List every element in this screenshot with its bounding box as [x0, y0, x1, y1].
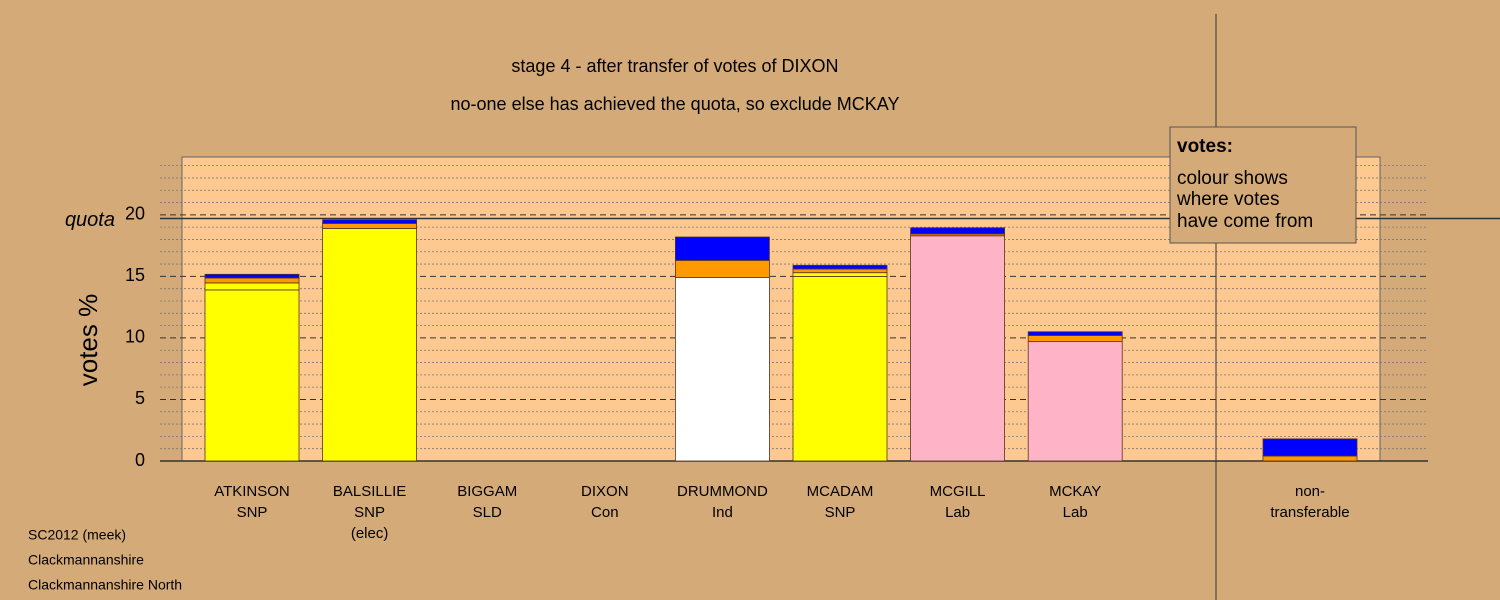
x-tick-label: SLD	[473, 504, 502, 521]
bar-segment	[204, 289, 300, 462]
y-tick-label: 0	[135, 450, 145, 470]
legend-text: have come from	[1177, 211, 1313, 232]
x-tick-label: ATKINSON	[214, 483, 290, 500]
footer-text: Clackmannanshire North	[28, 577, 182, 593]
bar-segment	[792, 264, 888, 270]
x-tick-label: Lab	[945, 504, 970, 521]
bar-segment	[204, 277, 300, 284]
bar-segment	[792, 275, 888, 462]
chart-title: stage 4 - after transfer of votes of DIX…	[511, 56, 838, 76]
bar-segment	[1027, 335, 1123, 343]
x-tick-label: (elec)	[351, 525, 389, 542]
x-tick-label: MCKAY	[1049, 483, 1101, 500]
x-tick-label: SNP	[237, 504, 268, 521]
bar-segment	[910, 235, 1005, 462]
x-tick-label: Lab	[1063, 504, 1088, 521]
bar-segment	[322, 227, 418, 462]
x-tick-label: SNP	[354, 504, 385, 521]
bar-segment	[792, 272, 888, 277]
legend-text: where votes	[1176, 189, 1279, 210]
x-tick-label: BIGGAM	[457, 483, 517, 500]
bar-segment	[1027, 341, 1123, 462]
footer-text: Clackmannanshire	[28, 552, 144, 568]
bar-segment	[322, 223, 418, 229]
x-tick-label: DRUMMOND	[677, 483, 768, 500]
bar-segment	[675, 236, 770, 261]
x-tick-label: Con	[591, 504, 619, 521]
x-tick-label: non-	[1295, 483, 1325, 500]
bar-segment	[1027, 331, 1123, 336]
bar-segment	[204, 282, 300, 291]
y-tick-label: 5	[135, 388, 145, 408]
legend-box	[1169, 126, 1357, 244]
x-tick-label: SNP	[825, 504, 856, 521]
footer-text: SC2012 (meek)	[28, 527, 126, 543]
y-tick-label: 10	[125, 327, 145, 347]
y-axis-label: votes %	[73, 294, 103, 387]
bar-segment	[204, 273, 300, 279]
x-tick-label: DIXON	[581, 483, 629, 500]
bar-segment	[910, 227, 1005, 235]
bar-segment	[1262, 438, 1358, 457]
bar-segment	[675, 259, 770, 279]
y-tick-label: 15	[125, 265, 145, 285]
x-tick-label: Ind	[712, 504, 733, 521]
x-tick-label: transferable	[1270, 504, 1349, 521]
x-tick-label: MCGILL	[930, 483, 986, 500]
x-tick-label: BALSILLIE	[333, 483, 406, 500]
chart-subtitle: no-one else has achieved the quota, so e…	[451, 94, 900, 114]
legend: votes: colour shows where votes have com…	[1169, 126, 1357, 244]
legend-text: colour shows	[1177, 168, 1288, 189]
bar-segment	[322, 219, 418, 224]
bars	[204, 219, 1358, 462]
bar-segment	[1262, 455, 1358, 462]
x-tick-label: MCADAM	[807, 483, 874, 500]
bar-segment	[675, 277, 770, 462]
quota-label: quota	[65, 209, 115, 231]
legend-title: votes:	[1177, 136, 1233, 157]
y-tick-label: 20	[125, 204, 145, 224]
bar-segment	[792, 268, 888, 274]
